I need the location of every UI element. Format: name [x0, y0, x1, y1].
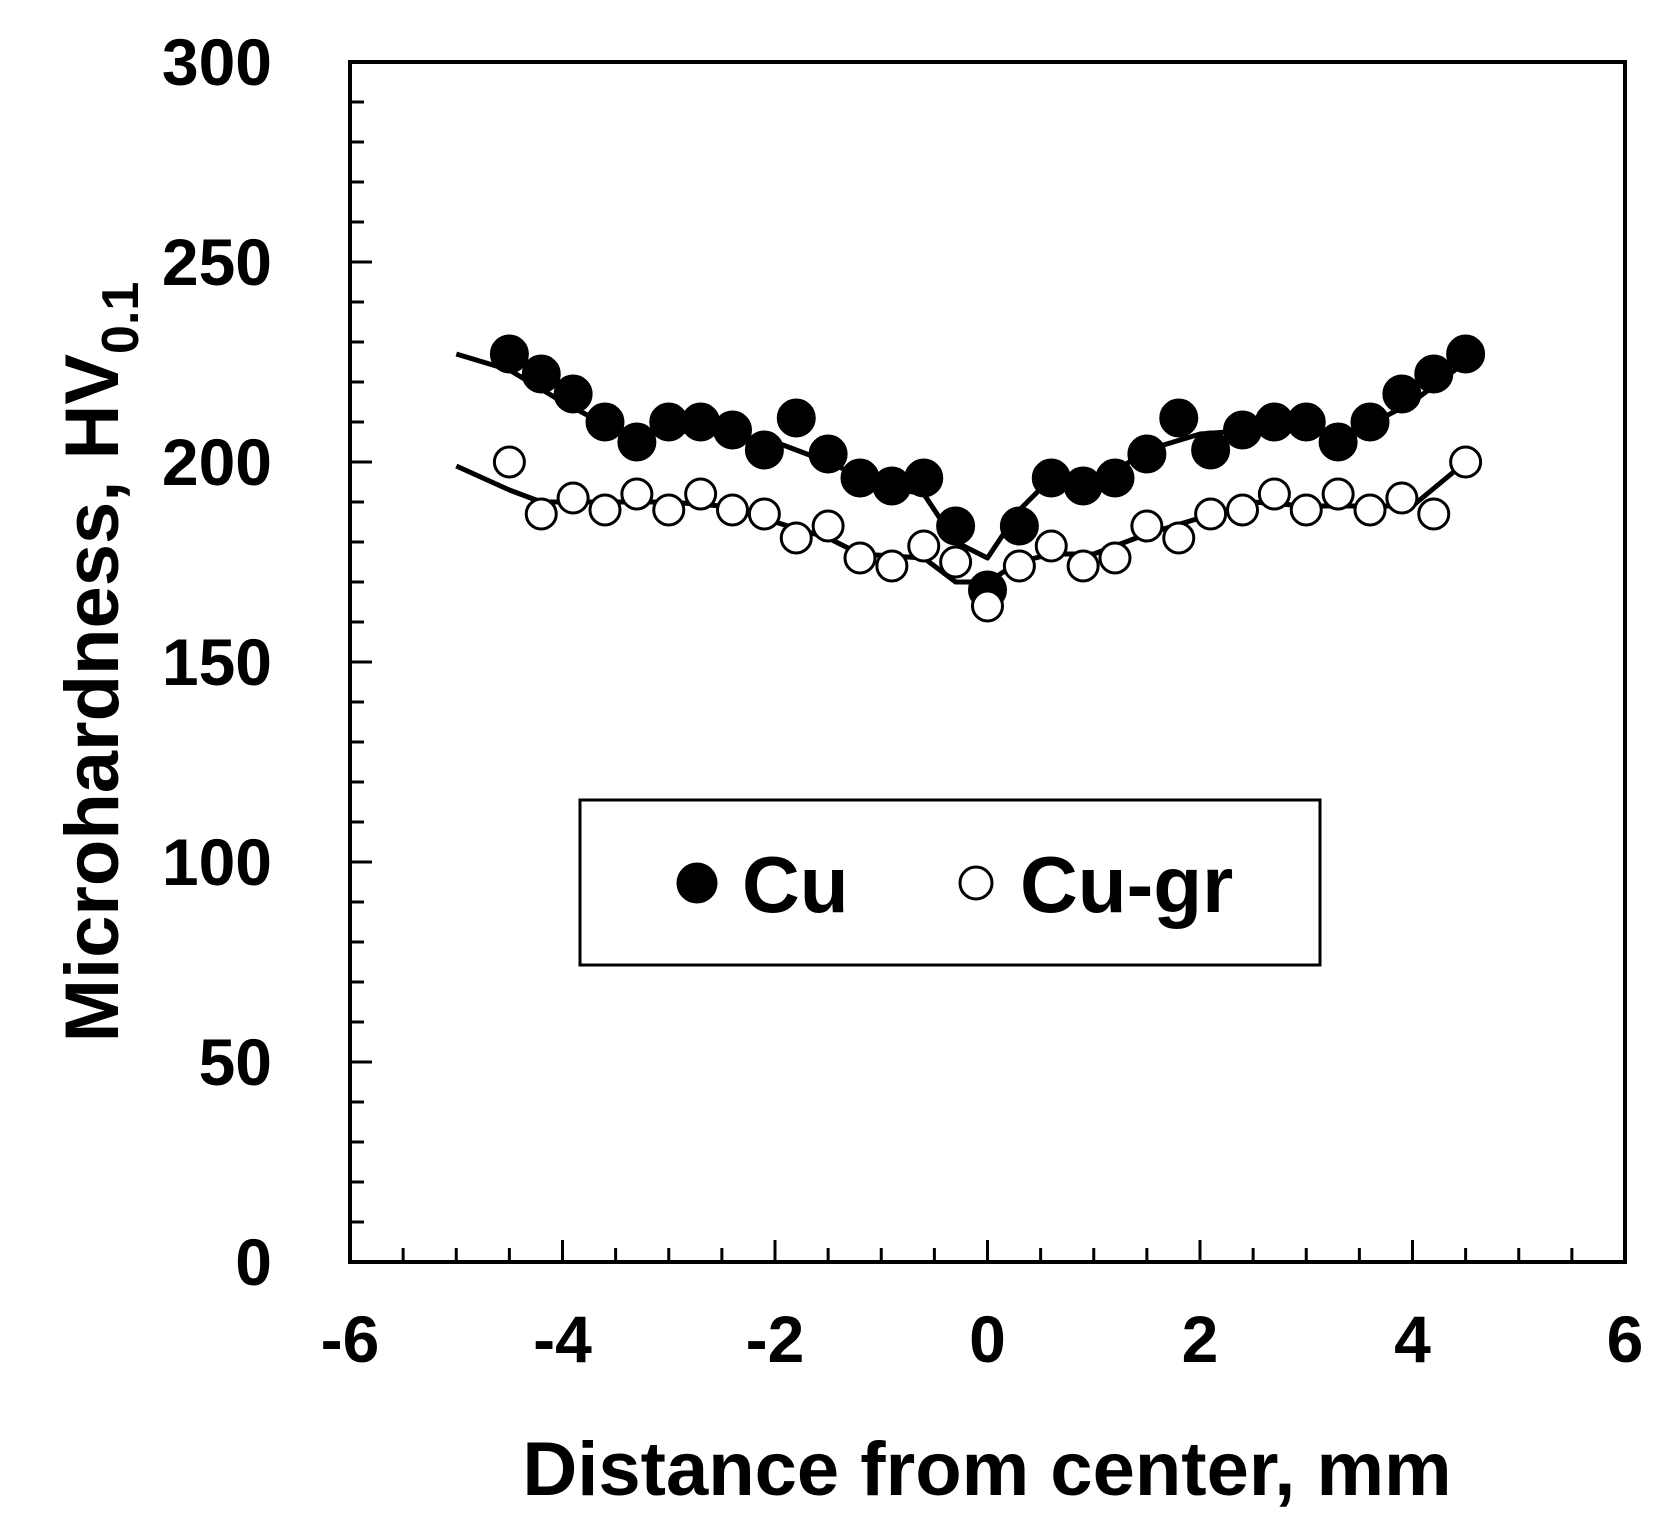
data-point-cu [553, 374, 593, 414]
x-tick-label: -4 [533, 1302, 592, 1376]
data-point-cu-gr [556, 481, 590, 515]
data-point-cu [489, 334, 529, 374]
data-point-cu-gr [684, 477, 718, 511]
data-point-cu [1286, 402, 1326, 442]
data-point-cu [1223, 410, 1262, 450]
data-point-cu [1414, 354, 1454, 394]
x-tick-label: 2 [1182, 1302, 1219, 1376]
y-axis-title-subscript: 0.1 [92, 282, 150, 354]
y-axis-ticks [350, 100, 372, 1224]
data-point-cu [936, 506, 976, 546]
data-point-cu-gr [1130, 509, 1164, 543]
y-axis-title-main: Microhardness, HV [50, 354, 135, 1043]
y-tick-label: 300 [162, 25, 272, 99]
legend-label-cu: Cu [742, 840, 849, 929]
data-point-cu [808, 434, 848, 474]
data-point-cu [1318, 422, 1358, 462]
data-point-cu [904, 458, 944, 498]
data-point-cu-gr [524, 497, 558, 531]
data-point-cu [1382, 374, 1422, 414]
data-point-cu-gr [779, 521, 813, 555]
data-point-cu-gr [1002, 549, 1036, 583]
legend-label-cu-gr: Cu-gr [1020, 840, 1233, 929]
data-point-cu [585, 402, 625, 442]
data-point-cu-gr [1162, 521, 1196, 555]
data-point-cu-gr [1098, 541, 1132, 575]
data-point-cu [713, 410, 752, 450]
y-axis-title: Microhardness, HV0.1 [50, 282, 150, 1043]
x-tick-label: 4 [1394, 1302, 1431, 1376]
data-point-cu-gr [492, 445, 526, 479]
data-point-cu-gr [1353, 493, 1387, 527]
series-layer [455, 334, 1486, 623]
data-point-cu-gr [971, 589, 1004, 623]
data-point-cu-gr [1385, 481, 1419, 515]
x-axis-ticks [401, 1240, 1574, 1262]
data-point-cu [776, 398, 816, 438]
data-point-cu-gr [652, 493, 686, 527]
data-point-cu [1159, 398, 1199, 438]
data-point-cu [1191, 430, 1231, 470]
data-point-cu-gr [1194, 497, 1228, 531]
data-point-cu [999, 506, 1039, 546]
data-point-cu-gr [716, 493, 749, 527]
data-point-cu-gr [811, 509, 845, 543]
x-tick-label: 6 [1607, 1302, 1644, 1376]
y-tick-label: 0 [235, 1225, 272, 1299]
legend: Cu Cu-gr [578, 798, 1322, 967]
data-point-cu [521, 354, 561, 394]
data-point-cu-gr [620, 477, 654, 511]
data-point-cu [1095, 458, 1135, 498]
data-point-cu [1063, 466, 1103, 506]
y-tick-label: 200 [162, 425, 272, 499]
plot-frame [348, 60, 1627, 1264]
data-point-cu [1031, 458, 1071, 498]
y-axis-tick-labels: 0 50 100 150 200 250 300 [162, 25, 272, 1299]
data-point-cu-gr [1417, 497, 1451, 531]
data-point-cu-gr [1449, 445, 1483, 479]
data-point-cu-gr [1034, 529, 1068, 563]
data-point-cu-gr [1226, 493, 1259, 527]
data-point-cu [840, 458, 880, 498]
data-point-cu [744, 430, 784, 470]
data-point-cu-gr [907, 529, 941, 563]
legend-marker-cu [676, 862, 718, 904]
data-point-cu-gr [939, 545, 973, 579]
data-point-cu [681, 402, 721, 442]
legend-marker-cu-gr [958, 865, 994, 901]
y-tick-label: 50 [199, 1025, 272, 1099]
data-point-cu-gr [1289, 493, 1323, 527]
data-point-cu-gr [875, 549, 909, 583]
y-tick-label: 100 [162, 825, 272, 899]
data-point-cu-gr [588, 493, 622, 527]
y-tick-label: 150 [162, 625, 272, 699]
data-point-cu [872, 466, 912, 506]
data-point-cu-gr [1321, 477, 1355, 511]
x-tick-label: 0 [969, 1302, 1006, 1376]
y-tick-label: 250 [162, 225, 272, 299]
data-point-cu-gr [843, 541, 877, 575]
x-tick-label: -2 [746, 1302, 805, 1376]
data-point-cu [617, 422, 657, 462]
data-point-cu [1446, 334, 1486, 374]
x-axis-title: Distance from center, mm [522, 1427, 1451, 1512]
x-axis-tick-labels: -6 -4 -2 0 2 4 6 [321, 1302, 1644, 1376]
data-point-cu [1350, 402, 1390, 442]
data-point-cu-gr [747, 497, 781, 531]
x-tick-label: -6 [321, 1302, 380, 1376]
data-point-cu [1127, 434, 1167, 474]
data-point-cu-gr [1066, 549, 1100, 583]
data-point-cu-gr [1257, 477, 1291, 511]
